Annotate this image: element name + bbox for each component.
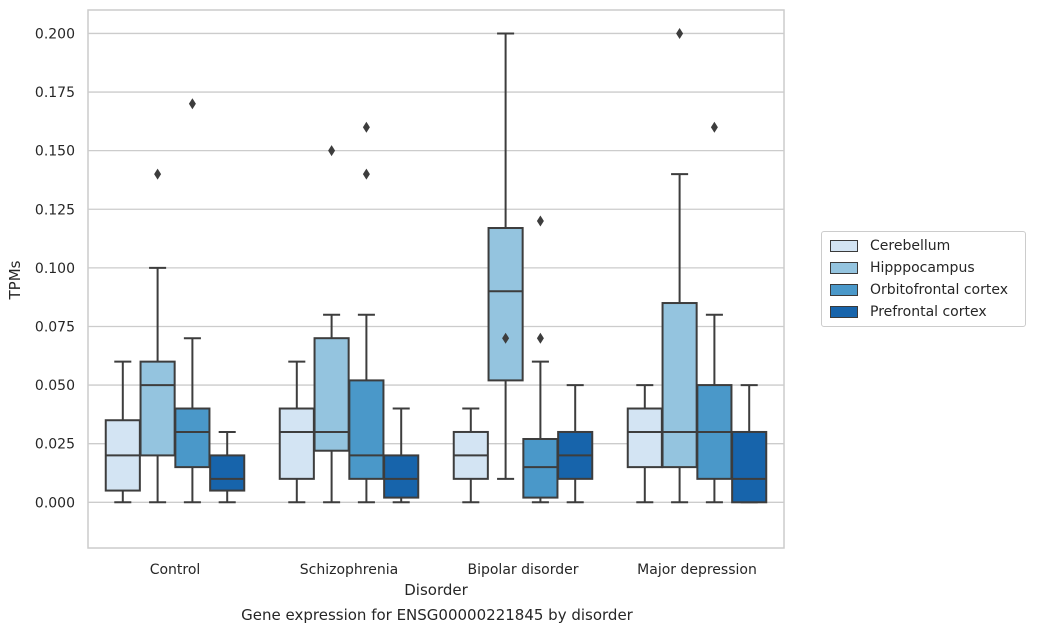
y-tick-label: 0.200 <box>35 26 75 42</box>
legend: Cerebellum Hipppocampus Orbitofrontal co… <box>821 231 1026 327</box>
legend-label-prefrontal-cortex: Prefrontal cortex <box>870 304 987 320</box>
legend-label-orbitofrontal-cortex: Orbitofrontal cortex <box>870 282 1008 298</box>
box <box>174 407 211 469</box>
x-tick-label: Control <box>150 562 201 578</box>
box-plot <box>557 384 594 504</box>
outlier-point <box>710 121 718 133</box>
box-plot <box>731 384 768 504</box>
legend-swatch-prefrontal-cortex <box>830 306 858 318</box>
outlier-point <box>188 98 196 110</box>
box <box>522 437 559 499</box>
box <box>139 360 176 457</box>
legend-item-orbitofrontal-cortex: Orbitofrontal cortex <box>830 281 1008 299</box>
x-tick-label: Major depression <box>637 562 757 578</box>
legend-item-prefrontal-cortex: Prefrontal cortex <box>830 303 987 321</box>
box-plot <box>104 360 141 504</box>
box-plot <box>209 430 246 504</box>
legend-swatch-cerebellum <box>830 240 858 252</box>
legend-swatch-orbitofrontal-cortex <box>830 284 858 296</box>
x-tick-label: Bipolar disorder <box>467 562 578 578</box>
y-axis-label: TPMs <box>6 260 24 300</box>
y-tick-label: 0.050 <box>35 378 75 394</box>
outlier-point <box>536 215 544 227</box>
outlier-point <box>362 121 370 133</box>
x-tick-labels: Control Schizophrenia Bipolar disorder Majo… <box>150 562 757 578</box>
y-tick-label: 0.125 <box>35 202 75 218</box>
outlier-point <box>502 332 510 344</box>
y-tick-label: 0.100 <box>35 261 75 277</box>
legend-item-hippocampus: Hipppocampus <box>830 259 975 277</box>
box-plot <box>278 360 315 504</box>
box <box>487 227 524 382</box>
x-tick-label: Schizophrenia <box>300 562 398 578</box>
y-tick-label: 0.175 <box>35 85 75 101</box>
plot-frame <box>87 9 785 549</box>
box-plot <box>452 407 489 504</box>
box-plot <box>487 32 524 480</box>
box-plot <box>661 27 698 504</box>
box-plot-layer <box>104 27 768 504</box>
y-tick-label: 0.000 <box>35 495 75 511</box>
legend-label-cerebellum: Cerebellum <box>870 238 951 254</box>
y-tick-label: 0.075 <box>35 319 75 335</box>
box-plot <box>174 98 211 504</box>
box-plot <box>348 121 385 504</box>
box <box>348 379 385 480</box>
legend-swatch-hippocampus <box>830 262 858 274</box>
legend-item-cerebellum: Cerebellum <box>830 237 950 255</box>
box <box>278 407 315 480</box>
box-plot <box>383 407 420 504</box>
y-tick-label: 0.150 <box>35 144 75 160</box>
outlier-point <box>536 332 544 344</box>
outlier-point <box>328 145 336 157</box>
y-tick-label: 0.025 <box>35 437 75 453</box>
outlier-point <box>154 168 162 180</box>
box <box>383 454 420 499</box>
outlier-point <box>676 27 684 39</box>
box <box>209 454 246 492</box>
box-plot <box>139 168 176 504</box>
box <box>626 407 663 469</box>
outlier-point <box>362 168 370 180</box>
y-tick-labels: 0.000 0.025 0.050 0.075 0.100 0.125 0.150 0.175… <box>35 26 75 511</box>
box-plot <box>696 121 733 504</box>
legend-label-hippocampus: Hipppocampus <box>870 260 975 276</box>
box <box>313 337 350 452</box>
box <box>731 430 768 504</box>
box-plot <box>313 145 350 504</box>
box-plot <box>626 384 663 504</box>
x-axis-label: Disorder <box>404 581 468 599</box>
figure-caption: Gene expression for ENSG00000221845 by d… <box>241 606 633 624</box>
box-plot <box>522 215 559 504</box>
box <box>661 302 698 469</box>
